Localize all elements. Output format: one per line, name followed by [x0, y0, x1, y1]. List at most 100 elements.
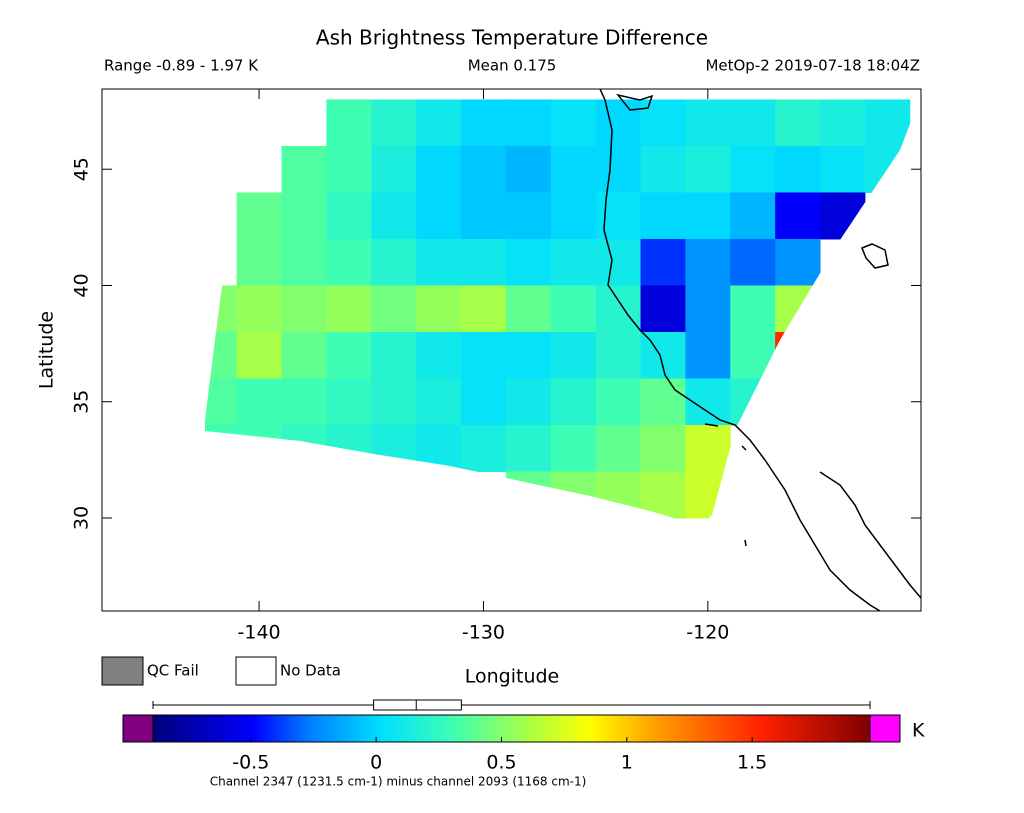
- data-cell: [640, 331, 686, 379]
- data-cell: [326, 378, 372, 426]
- data-cell: [281, 238, 327, 286]
- data-cell: [326, 99, 372, 147]
- legend-swatch-qc: [101, 656, 144, 686]
- data-cell: [461, 378, 507, 426]
- data-cell: [505, 238, 552, 286]
- data-cell: [281, 331, 327, 379]
- colorbar: [152, 714, 871, 743]
- colorbar-tick-label: 0.5: [486, 752, 516, 774]
- data-cell: [236, 424, 283, 472]
- legend-label: QC Fail: [147, 662, 199, 680]
- data-cell: [326, 424, 372, 472]
- range-label: Range -0.89 - 1.97 K: [104, 57, 259, 75]
- data-cell: [505, 378, 552, 426]
- coastline: [599, 89, 921, 611]
- data-cell: [416, 238, 462, 286]
- data-cell: [281, 192, 327, 240]
- plot-frame: [101, 88, 922, 612]
- box: [373, 699, 462, 711]
- data-cell: [505, 471, 552, 519]
- data-cell: [775, 145, 821, 193]
- data-cell: [640, 145, 686, 193]
- data-cell: [640, 378, 686, 426]
- data-cell: [550, 99, 597, 147]
- x-tick-label: -140: [238, 622, 281, 644]
- data-cell: [505, 285, 552, 333]
- y-tick-label: 35: [71, 390, 93, 414]
- data-cell: [640, 424, 686, 472]
- data-cell: [416, 378, 462, 426]
- data-cell: [236, 238, 283, 286]
- data-cell: [461, 238, 507, 286]
- data-cell: [371, 99, 417, 147]
- y-axis-label: Latitude: [36, 311, 58, 389]
- data-cell: [236, 331, 283, 379]
- y-tick-label: 40: [71, 273, 93, 297]
- colorbar-tick-label: 0: [370, 752, 382, 774]
- data-cell: [685, 192, 731, 240]
- data-cell: [550, 331, 597, 379]
- data-cell: [595, 238, 642, 286]
- data-cell: [281, 145, 327, 193]
- data-cell: [236, 285, 283, 333]
- legend-label: No Data: [280, 662, 341, 680]
- data-cell: [730, 378, 776, 426]
- data-cell: [550, 378, 597, 426]
- data-cell: [864, 99, 911, 147]
- data-cell: [595, 331, 642, 379]
- data-cell: [505, 145, 552, 193]
- data-cell: [461, 424, 507, 472]
- data-cell: [326, 238, 372, 286]
- data-cell: [281, 424, 327, 472]
- data-cell: [326, 145, 372, 193]
- data-cell: [505, 99, 552, 147]
- data-cell: [326, 192, 372, 240]
- data-cell: [550, 145, 597, 193]
- data-cell: [685, 424, 731, 472]
- x-axis-label: Longitude: [465, 666, 560, 688]
- data-cell: [326, 285, 372, 333]
- data-cell: [416, 331, 462, 379]
- data-cell: [416, 99, 462, 147]
- data-cell: [371, 192, 417, 240]
- data-cell: [685, 145, 731, 193]
- data-cell: [505, 424, 552, 472]
- x-tick-label: -130: [462, 622, 505, 644]
- colorbar-caption: Channel 2347 (1231.5 cm-1) minus channel…: [210, 775, 587, 789]
- colorbar-tick-label: 1.5: [737, 752, 767, 774]
- data-cell: [730, 99, 776, 147]
- swath: [205, 99, 911, 519]
- data-cell: [461, 192, 507, 240]
- data-cell: [236, 378, 283, 426]
- data-cell: [371, 331, 417, 379]
- title: Ash Brightness Temperature Difference: [316, 26, 708, 50]
- data-cell: [416, 145, 462, 193]
- data-cell: [281, 378, 327, 426]
- colorbar-over: [869, 714, 901, 743]
- data-cell: [281, 285, 327, 333]
- data-cell: [371, 378, 417, 426]
- data-cell: [775, 331, 821, 379]
- data-cell: [461, 285, 507, 333]
- data-cell: [326, 331, 372, 379]
- source-label: MetOp-2 2019-07-18 18:04Z: [705, 57, 920, 75]
- data-cell: [595, 378, 642, 426]
- colorbar-unit: K: [912, 720, 925, 742]
- data-cell: [205, 378, 238, 426]
- data-cell: [685, 238, 731, 286]
- data-cell: [416, 285, 462, 333]
- data-cell: [685, 331, 731, 379]
- y-tick-label: 45: [71, 157, 93, 181]
- data-cell: [371, 145, 417, 193]
- data-cell: [775, 285, 821, 333]
- data-cell: [640, 471, 686, 519]
- data-cell: [685, 471, 731, 519]
- data-cell: [730, 192, 776, 240]
- data-cell: [595, 145, 642, 193]
- data-cell: [595, 99, 642, 147]
- data-cell: [416, 424, 462, 472]
- data-cell: [640, 192, 686, 240]
- colorbar-under: [122, 714, 154, 743]
- mean-label: Mean 0.175: [468, 57, 557, 75]
